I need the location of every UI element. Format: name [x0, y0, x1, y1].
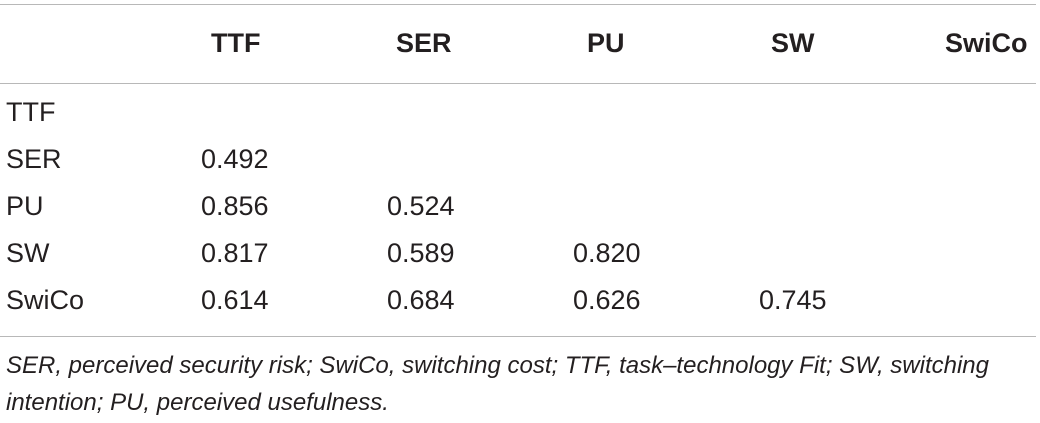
table-cell: 0.856 [201, 191, 269, 221]
table-cell: 0.626 [573, 285, 641, 315]
table-cell: 0.492 [201, 144, 269, 174]
table-cell: 0.589 [387, 238, 455, 268]
table-cell: 0.524 [387, 191, 455, 221]
column-header-sw: SW [771, 28, 815, 58]
column-header-pu: PU [587, 28, 625, 58]
row-label-swico: SwiCo [6, 285, 85, 315]
row-label-pu: PU [6, 191, 44, 221]
row-label-ttf: TTF [6, 97, 56, 127]
table-cell: 0.614 [201, 285, 269, 315]
row-label-sw: SW [6, 238, 50, 268]
table-top-rule [0, 4, 1036, 5]
column-header-ser: SER [396, 28, 452, 58]
column-header-ttf: TTF [211, 28, 261, 58]
table-footnote: SER, perceived security risk; SwiCo, swi… [6, 352, 989, 416]
column-header-swico: SwiCo [945, 28, 1028, 58]
table-cell: 0.745 [759, 285, 827, 315]
row-label-ser: SER [6, 144, 62, 174]
table-cell: 0.684 [387, 285, 455, 315]
table-bottom-rule [0, 336, 1036, 337]
table-cell: 0.817 [201, 238, 269, 268]
table-cell: 0.820 [573, 238, 641, 268]
table-header-rule [0, 83, 1036, 84]
